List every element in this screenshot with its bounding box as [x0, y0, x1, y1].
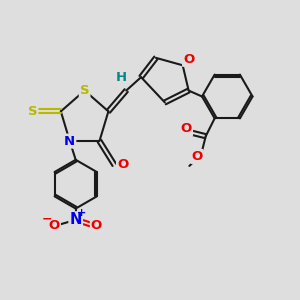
Text: S: S — [28, 105, 38, 118]
Text: O: O — [91, 219, 102, 232]
Text: N: N — [70, 212, 82, 227]
Text: H: H — [116, 71, 127, 84]
Text: S: S — [80, 84, 89, 97]
Text: +: + — [77, 208, 86, 218]
Text: O: O — [117, 158, 128, 171]
Text: −: − — [42, 212, 52, 225]
Text: O: O — [191, 150, 202, 163]
Text: N: N — [64, 135, 75, 148]
Text: O: O — [183, 53, 194, 66]
Text: O: O — [181, 122, 192, 135]
Text: O: O — [49, 219, 60, 232]
